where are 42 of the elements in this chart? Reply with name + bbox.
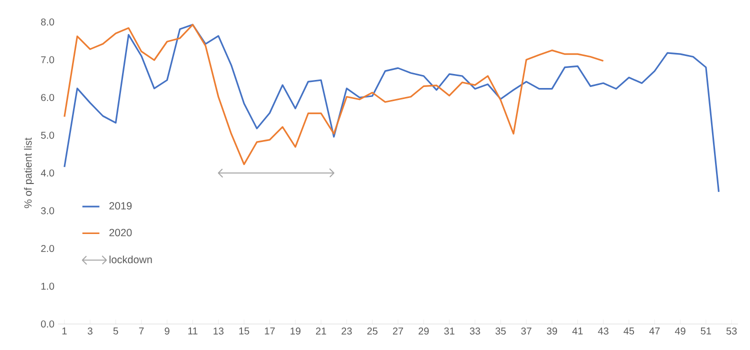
y-tick-label: 4.0: [40, 169, 54, 177]
line-series: [64, 24, 604, 166]
y-tick-label: 5.0: [41, 132, 54, 139]
x-tick-label: 5: [113, 328, 118, 334]
x-tick-label: 23: [342, 328, 352, 335]
x-tick-label: 29: [418, 328, 429, 335]
x-tick-label: 11: [188, 328, 198, 334]
x-tick-label: 37: [521, 328, 532, 335]
x-tick-label: 15: [239, 328, 250, 334]
x-tick-label: 25: [367, 328, 378, 335]
y-tick-label: 8.0: [41, 18, 54, 26]
x-tick-label: 17: [264, 328, 275, 334]
x-tick-label: 49: [674, 328, 686, 335]
x-tick-label: 41: [572, 328, 583, 334]
y-axis-title: % of patient list: [24, 138, 34, 208]
y-tick-label: 7.0: [41, 56, 54, 64]
y-tick-label: 0.0: [41, 320, 54, 328]
x-tick-label: 51: [700, 328, 711, 334]
x-tick-label: 53: [726, 328, 737, 335]
x-tick-label: 39: [546, 328, 558, 335]
line-series: [64, 24, 720, 193]
x-tick-label: 27: [392, 328, 404, 334]
legend-label: 2020: [109, 228, 132, 236]
x-tick-label: 35: [495, 328, 506, 335]
x-tick-label: 43: [598, 328, 608, 335]
y-tick-label: 3.0: [41, 207, 54, 214]
x-tick-label: 9: [164, 328, 170, 335]
legend-label: 2019: [109, 202, 132, 210]
x-tick-label: 7: [139, 328, 144, 334]
x-tick-label: 21: [316, 328, 326, 334]
y-tick-label: 1.0: [41, 282, 54, 290]
x-tick-label: 13: [214, 328, 224, 335]
x-tick-label: 19: [290, 328, 300, 335]
x-tick-label: 47: [649, 328, 660, 334]
y-tick-label: 6.0: [41, 94, 54, 102]
x-tick-label: 33: [470, 328, 480, 335]
x-tick-label: 1: [62, 328, 67, 334]
y-tick-label: 2.0: [41, 244, 54, 252]
x-tick-label: 3: [88, 328, 92, 335]
x-tick-label: 45: [624, 328, 634, 334]
legend-label: lockdown: [110, 256, 152, 264]
x-tick-label: 31: [444, 328, 454, 335]
